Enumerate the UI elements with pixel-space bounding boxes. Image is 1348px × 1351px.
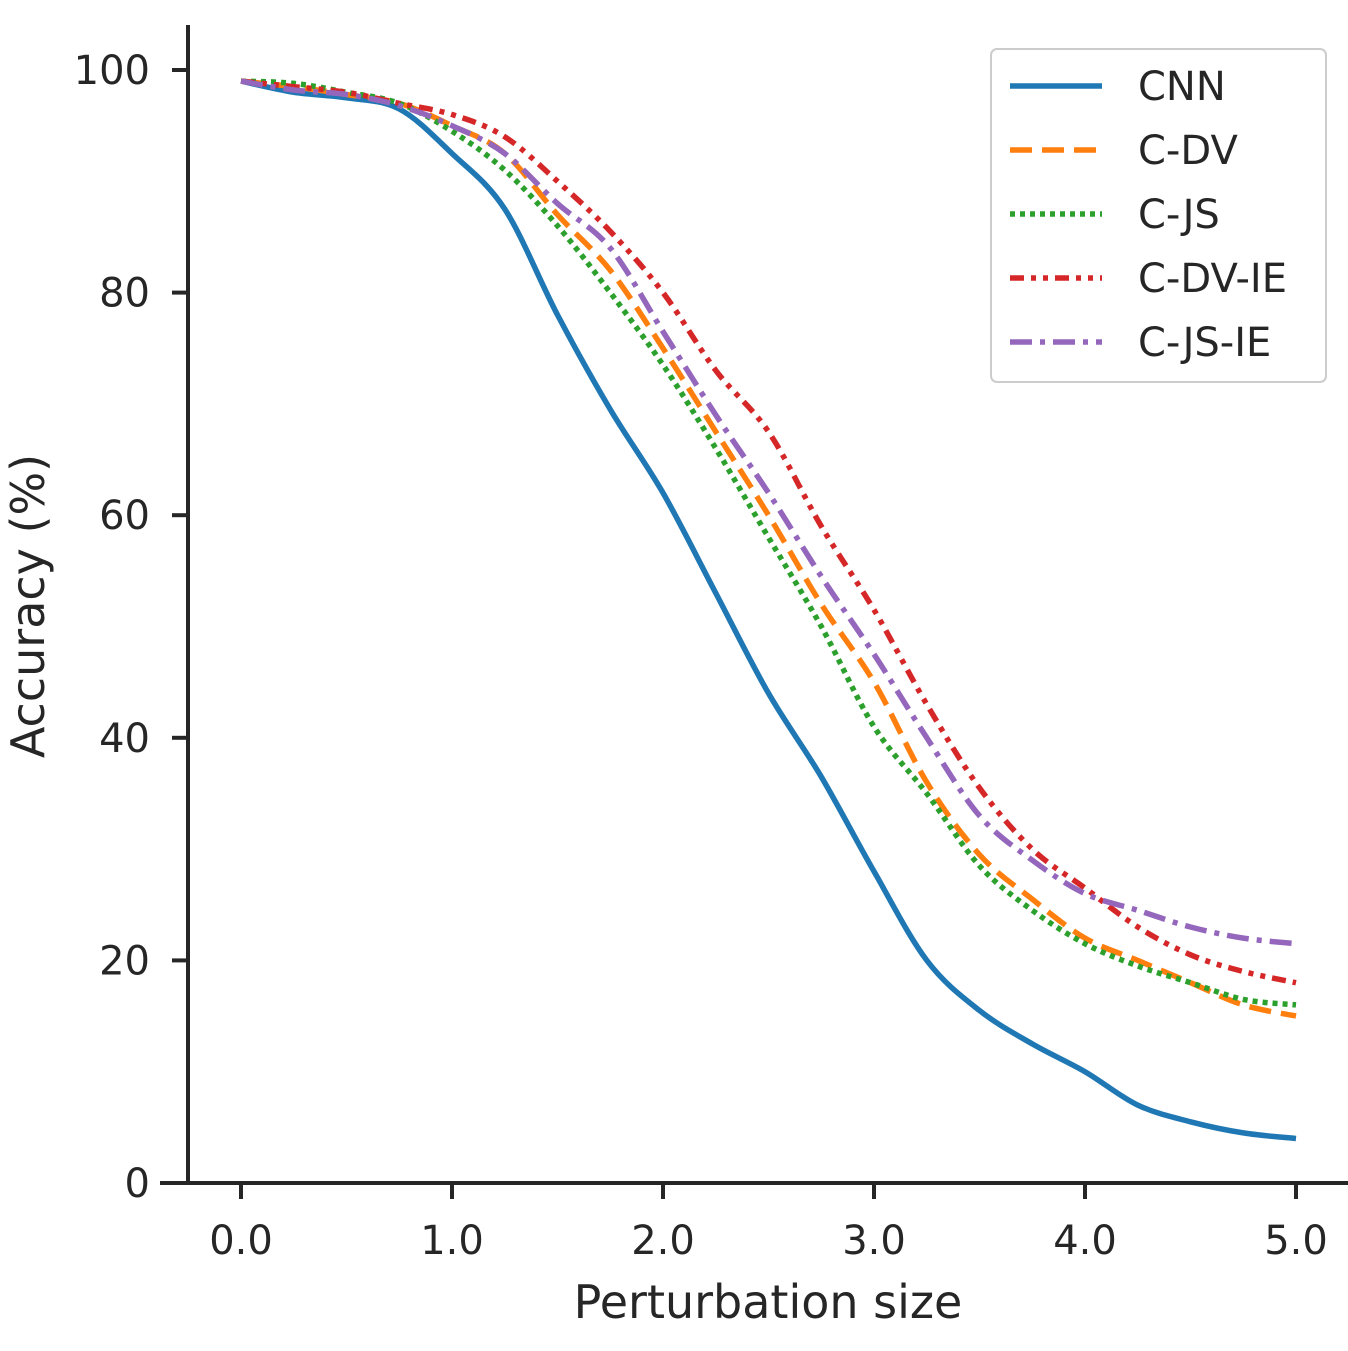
- x-tick-label: 0.0: [209, 1218, 273, 1264]
- series-line-c-dv: [240, 78, 1297, 1019]
- x-tick-label: 1.0: [420, 1218, 484, 1264]
- legend-label-c-js-ie: C-JS-IE: [1138, 320, 1271, 366]
- series-line-c-js: [240, 78, 1297, 1008]
- y-tick-label: 60: [99, 493, 150, 539]
- legend-label-c-dv-ie: C-DV-IE: [1138, 256, 1287, 302]
- y-tick-label: 20: [99, 938, 150, 984]
- legend-label-c-js: C-JS: [1138, 192, 1220, 238]
- x-tick-label: 3.0: [842, 1218, 906, 1264]
- y-tick-label: 0: [125, 1161, 150, 1207]
- legend-label-cnn: CNN: [1138, 64, 1226, 110]
- x-axis-label: Perturbation size: [574, 1275, 963, 1329]
- x-tick-label: 2.0: [631, 1218, 695, 1264]
- series-line-c-js-ie: [240, 78, 1297, 947]
- legend-box: [990, 48, 1327, 383]
- x-tick-label: 5.0: [1264, 1218, 1328, 1264]
- legend: CNN C-DV C-JS C-DV-IE C-JS-IE: [990, 48, 1327, 383]
- y-axis-ticks: 0 20 40 60 80 100: [74, 48, 188, 1207]
- legend-label-c-dv: C-DV: [1138, 128, 1238, 174]
- y-axis-label: Accuracy (%): [1, 454, 55, 758]
- x-tick-label: 4.0: [1053, 1218, 1117, 1264]
- plot-area: [240, 78, 1297, 1142]
- y-tick-label: 40: [99, 716, 150, 762]
- axes: [160, 25, 1348, 1185]
- series-line-cnn: [240, 78, 1297, 1142]
- y-tick-label: 100: [74, 48, 150, 94]
- x-axis-ticks: 0.0 1.0 2.0 3.0 4.0 5.0: [209, 1183, 1328, 1264]
- y-tick-label: 80: [99, 271, 150, 317]
